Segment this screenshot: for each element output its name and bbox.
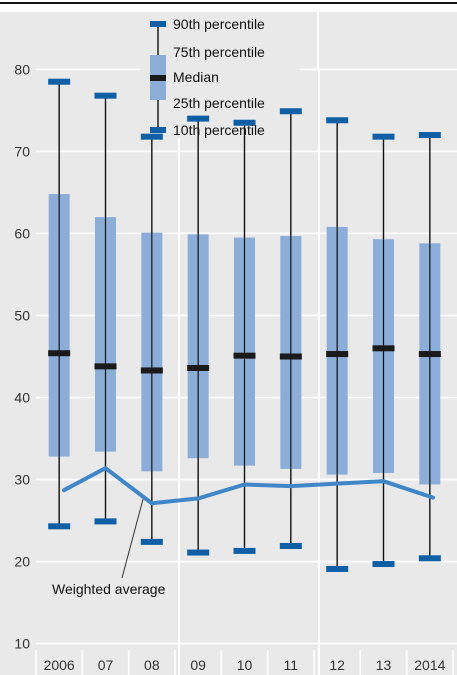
median-marker <box>279 353 302 360</box>
median-marker <box>233 352 256 359</box>
y-tick-label: 40 <box>14 390 30 406</box>
median-marker <box>187 364 210 371</box>
p10-cap <box>48 523 71 530</box>
box-11 <box>279 108 302 549</box>
legend-label-median: Median <box>173 69 219 85</box>
median-marker <box>326 351 349 358</box>
legend-p90-swatch <box>150 21 166 27</box>
legend-p10-swatch <box>150 127 166 133</box>
p90-cap <box>94 92 117 99</box>
annotation-label: Weighted average <box>52 581 166 597</box>
box-07 <box>94 92 117 525</box>
median-marker <box>94 363 117 370</box>
x-tick-label: 07 <box>98 657 114 673</box>
weighted-average-series <box>62 466 435 506</box>
x-tick-label: 2014 <box>414 657 445 673</box>
y-tick-label: 80 <box>14 61 30 77</box>
x-tick-label: 13 <box>376 657 392 673</box>
legend-panel <box>140 12 300 138</box>
box-2006 <box>48 78 71 530</box>
p90-cap <box>326 117 349 124</box>
x-tick-label: 12 <box>329 657 345 673</box>
x-tick-label: 08 <box>144 657 160 673</box>
p90-cap <box>279 108 302 115</box>
p10-cap <box>279 542 302 549</box>
median-marker <box>48 350 71 357</box>
y-tick-label: 20 <box>14 554 30 570</box>
box-10 <box>233 119 256 554</box>
p10-cap <box>372 561 395 568</box>
legend-label-p75: 75th percentile <box>173 44 265 60</box>
x-tick-label: 09 <box>190 657 206 673</box>
box-2014 <box>418 132 441 562</box>
p90-cap <box>418 132 441 139</box>
box-12 <box>326 117 349 572</box>
p90-cap <box>48 78 71 85</box>
x-tick-label: 11 <box>284 657 299 673</box>
y-axis-tick-labels: 10 20 30 40 50 60 70 80 <box>14 61 30 651</box>
x-tick-label: 2006 <box>44 657 75 673</box>
legend: 90th percentile 75th percentile Median 25th… <box>150 16 265 138</box>
p10-cap <box>233 547 256 554</box>
median-marker <box>372 345 395 352</box>
box-13 <box>372 133 395 568</box>
p10-cap <box>418 555 441 562</box>
y-tick-label: 30 <box>14 472 30 488</box>
box-09 <box>187 115 210 556</box>
p10-cap <box>94 518 117 525</box>
p10-cap <box>326 565 349 572</box>
p90-cap <box>233 119 256 126</box>
median-marker <box>140 367 163 374</box>
box-08 <box>140 133 163 545</box>
legend-label-p25: 25th percentile <box>173 95 265 111</box>
p10-cap <box>140 538 163 545</box>
annotation: Weighted average <box>52 499 166 597</box>
y-tick-label: 10 <box>14 636 30 652</box>
y-tick-label: 50 <box>14 307 30 323</box>
legend-label-p10: 10th percentile <box>173 122 265 138</box>
weighted-average-line <box>62 466 435 506</box>
median-marker <box>418 351 441 358</box>
legend-background <box>140 12 300 138</box>
p90-cap <box>372 133 395 140</box>
y-tick-label: 70 <box>14 143 30 159</box>
x-axis-tick-labels: 2006 07 08 09 10 11 12 13 2014 <box>35 650 454 675</box>
box-series <box>48 78 441 572</box>
p90-cap <box>140 133 163 140</box>
annotation-leader <box>121 499 144 579</box>
p90-cap <box>187 115 210 122</box>
legend-median-swatch <box>150 75 166 81</box>
x-tick-label: 10 <box>237 657 253 673</box>
y-tick-label: 60 <box>14 225 30 241</box>
legend-label-p90: 90th percentile <box>173 16 265 32</box>
p10-cap <box>187 549 210 556</box>
